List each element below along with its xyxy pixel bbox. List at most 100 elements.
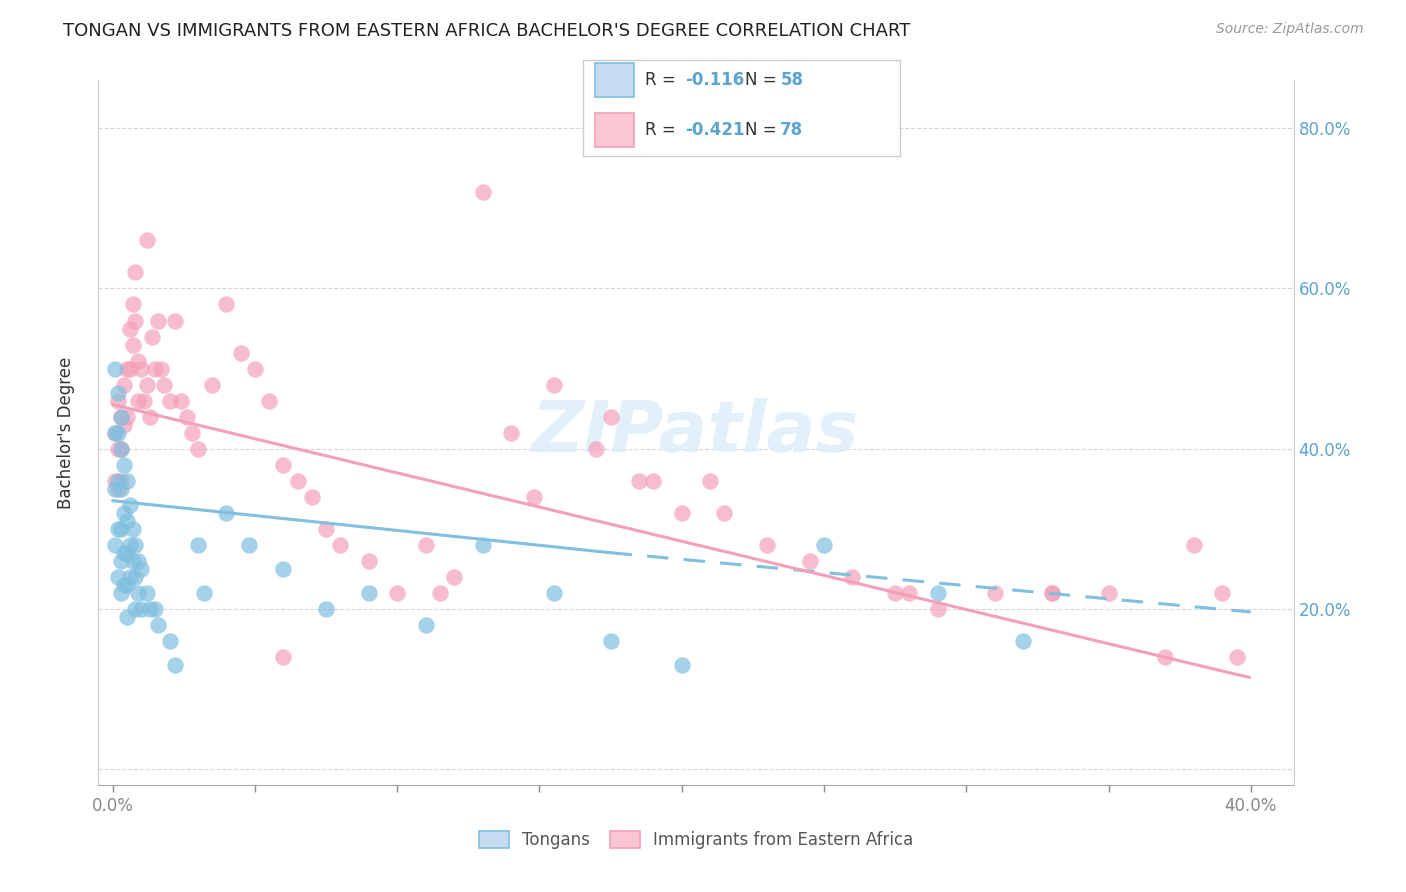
Point [127,353,149,368]
Point [104,425,127,440]
Point [187,442,209,456]
Point [135,586,157,600]
Point [110,554,132,568]
Point [115,546,138,560]
Point [135,234,157,248]
Point [898,586,921,600]
Point [329,538,352,552]
Y-axis label: Bachelor's Degree: Bachelor's Degree [56,357,75,508]
Point [1226,649,1249,664]
Text: 78: 78 [780,121,803,139]
Point [841,570,863,584]
Text: N =: N = [745,71,782,89]
Point [165,313,187,327]
Point [129,361,152,376]
Point [357,554,380,568]
Point [121,297,143,311]
Point [143,601,166,615]
Point [118,321,141,335]
Point [118,570,141,584]
Point [927,586,949,600]
Point [599,409,621,424]
Point [129,601,152,615]
Point [176,409,198,424]
Text: -0.421: -0.421 [685,121,744,139]
Point [628,474,651,488]
Point [104,425,127,440]
Point [1012,633,1035,648]
Point [104,361,127,376]
Point [121,554,143,568]
Point [110,442,132,456]
Point [813,538,835,552]
Point [257,393,280,408]
Point [1182,538,1205,552]
Point [110,409,132,424]
Point [127,586,149,600]
Point [671,506,693,520]
Point [585,442,607,456]
Point [115,578,138,592]
Text: Source: ZipAtlas.com: Source: ZipAtlas.com [1216,22,1364,37]
Point [238,538,260,552]
Point [927,601,949,615]
Point [107,474,129,488]
Point [110,409,132,424]
Point [415,538,437,552]
Point [201,377,224,392]
Point [799,554,821,568]
Point [443,570,465,584]
Point [170,393,193,408]
Point [129,562,152,576]
Point [138,409,160,424]
Point [287,474,309,488]
Point [112,417,135,432]
Point [112,377,135,392]
Point [699,474,721,488]
Point [115,361,138,376]
Point [1040,586,1063,600]
Text: -0.116: -0.116 [685,71,744,89]
Point [273,649,295,664]
Point [115,474,138,488]
Point [124,570,146,584]
Point [385,586,409,600]
Point [315,522,337,536]
Point [121,522,143,536]
Point [107,393,129,408]
Point [671,657,693,672]
Point [132,393,155,408]
Point [115,609,138,624]
Point [138,601,160,615]
Point [107,522,129,536]
Point [124,538,146,552]
Point [215,506,238,520]
Point [159,393,181,408]
Point [112,506,135,520]
Point [118,538,141,552]
Point [107,425,129,440]
Point [243,361,266,376]
Point [110,522,132,536]
Point [112,546,135,560]
Point [1040,586,1063,600]
Point [118,498,141,512]
Point [153,377,176,392]
Point [124,265,146,279]
Point [104,482,127,496]
Point [148,617,170,632]
Point [112,458,135,472]
Point [1211,586,1233,600]
Point [110,586,132,600]
Text: ZIPatlas: ZIPatlas [533,398,859,467]
Point [187,538,209,552]
Text: N =: N = [745,121,782,139]
Point [756,538,779,552]
Text: R =: R = [645,121,682,139]
Point [104,538,127,552]
Point [1097,586,1119,600]
Text: TONGAN VS IMMIGRANTS FROM EASTERN AFRICA BACHELOR'S DEGREE CORRELATION CHART: TONGAN VS IMMIGRANTS FROM EASTERN AFRICA… [63,22,911,40]
Point [499,425,522,440]
Point [110,474,132,488]
Point [107,442,129,456]
